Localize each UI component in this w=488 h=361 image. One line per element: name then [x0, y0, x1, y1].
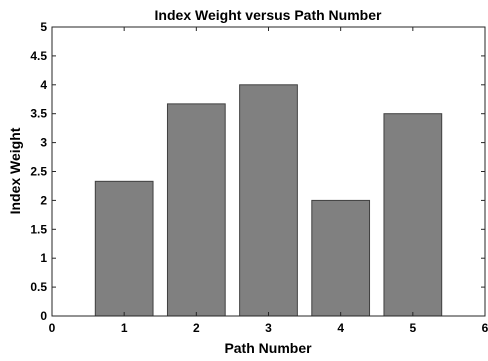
bar-path-4 [311, 199, 371, 317]
x-tick-label: 5 [409, 321, 416, 335]
chart-title: Index Weight versus Path Number [155, 7, 382, 23]
x-tick-label: 0 [49, 321, 56, 335]
y-tick-label: 1 [40, 251, 47, 265]
bar-path-1 [94, 180, 154, 317]
x-tick-label: 4 [337, 321, 344, 335]
y-tick-label: 2.5 [30, 165, 47, 179]
y-tick-label: 4 [40, 78, 47, 92]
bars-group [94, 84, 443, 317]
y-tick-label: 1.5 [30, 222, 47, 236]
y-tick-label: 4.5 [30, 49, 47, 63]
y-tick-label: 2 [40, 193, 47, 207]
x-tick-label: 1 [121, 321, 128, 335]
x-tick-label: 3 [265, 321, 272, 335]
bar-path-5 [383, 113, 443, 317]
y-tick-label: 3.5 [30, 107, 47, 121]
x-tick-labels: 0 1 2 3 4 5 6 [49, 321, 488, 335]
y-tick-label: 0 [40, 309, 47, 323]
y-tick-label: 0.5 [30, 280, 47, 294]
x-tick-label: 2 [193, 321, 200, 335]
y-tick-labels: 0 0.5 1 1.5 2 2.5 3 3.5 4 4.5 5 [30, 20, 47, 323]
y-tick-label: 5 [40, 20, 47, 34]
axes-group [51, 26, 486, 317]
y-tick-label: 3 [40, 136, 47, 150]
bar-path-2 [166, 103, 226, 317]
x-axis-title: Path Number [224, 340, 312, 356]
x-tick-label: 6 [482, 321, 488, 335]
y-axis-title: Index Weight [7, 127, 23, 214]
bar-path-3 [239, 84, 298, 317]
